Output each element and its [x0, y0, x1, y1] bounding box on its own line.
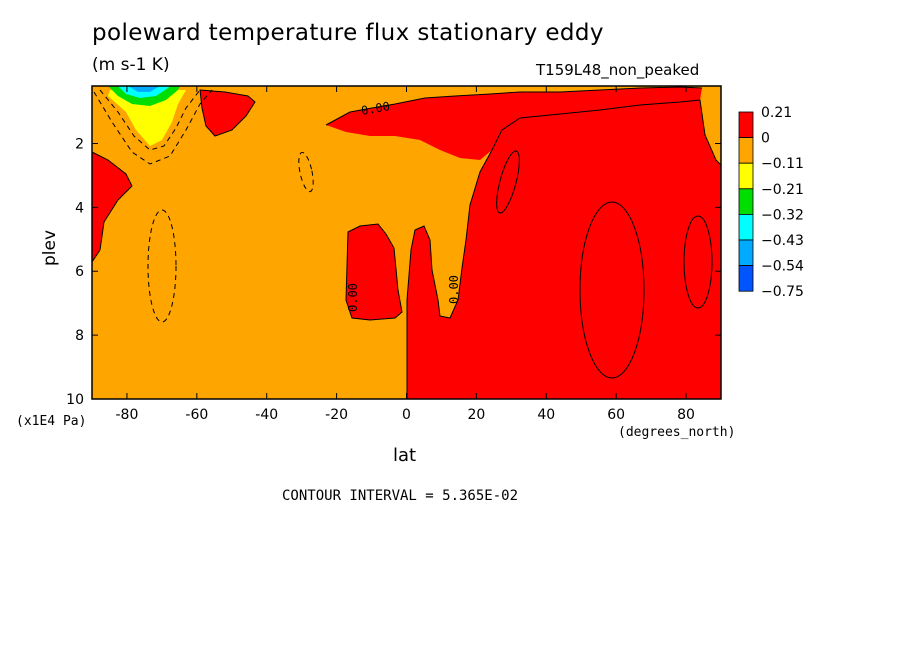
colorbar-label: −0.21 [761, 182, 804, 198]
colorbar-label: −0.75 [761, 284, 804, 300]
zero-contour-southwest [91, 151, 133, 263]
colorbar-label: −0.54 [761, 259, 804, 275]
contour-label: 0.00 [447, 275, 461, 304]
colorbar-swatch [738, 213, 754, 241]
region-weak-negative-core [108, 90, 186, 146]
colorbar-swatch [738, 239, 754, 267]
y-axis: 2 4 6 8 10 [66, 136, 721, 408]
contour-label: 0.00 [346, 283, 360, 312]
positive-contour-30n [496, 150, 520, 214]
colorbar-label: −0.32 [761, 207, 804, 223]
colorbar-swatch [738, 137, 754, 164]
region-positive-upper [326, 87, 702, 160]
x-tick-label: 20 [467, 407, 485, 423]
colorbar-swatch [738, 111, 754, 139]
zero-contour-upper [325, 86, 703, 126]
x-axis: -80 -60 -40 -20 0 20 40 60 80 [116, 86, 695, 423]
colorbar: 0.21 0 −0.11 −0.21 −0.32 −0.43 −0.54 −0.75 [738, 105, 804, 300]
x-tick-label: 0 [402, 407, 411, 423]
x-axis-label: lat [393, 445, 417, 466]
zero-contour-equator [345, 223, 403, 321]
region-positive-top-south [200, 90, 255, 136]
x-tick-label: -80 [116, 407, 139, 423]
y-tick-label: 10 [66, 392, 84, 408]
positive-contour-60n [579, 201, 645, 379]
units-label: (m s-1 K) [92, 55, 170, 75]
x-tick-label: -60 [185, 407, 208, 423]
colorbar-label: 0 [761, 131, 770, 147]
colorbar-swatch [738, 162, 754, 190]
chart-title: poleward temperature flux stationary edd… [92, 20, 604, 46]
colorbar-label: 0.21 [761, 105, 792, 121]
colorbar-label: −0.11 [761, 156, 804, 172]
y-tick-label: 8 [75, 328, 84, 344]
x-tick-label: -20 [325, 407, 348, 423]
contour-lines [91, 86, 722, 399]
contour-interval: CONTOUR INTERVAL = 5.365E-02 [282, 488, 519, 504]
zero-contour-top-south [199, 89, 256, 137]
positive-contour-85n [683, 215, 713, 309]
dashed-contour-core-1 [99, 89, 201, 151]
region-positive-north [407, 100, 721, 399]
x-tick-label: -40 [255, 407, 278, 423]
run-label: T159L48_non_peaked [536, 61, 700, 79]
y-scale-label: (x1E4 Pa) [16, 414, 87, 429]
colorbar-swatch [738, 265, 754, 292]
colorbar-swatch [738, 188, 754, 215]
region-positive-equator [346, 224, 402, 320]
x-units-label: (degrees_north) [618, 425, 736, 440]
region-blue-core [128, 86, 160, 92]
y-tick-label: 2 [75, 136, 84, 152]
y-tick-label: 6 [75, 264, 84, 280]
zero-contour-north [406, 99, 722, 399]
y-tick-label: 4 [75, 200, 84, 216]
plot-area: 0.00 0.00 0.00 [91, 85, 722, 400]
dashed-contour-core-2 [93, 89, 213, 165]
x-tick-label: 40 [537, 407, 555, 423]
dashed-contour-70s [147, 209, 177, 323]
colorbar-label: −0.43 [761, 233, 804, 249]
x-tick-label: 80 [677, 407, 695, 423]
dashed-contour-30s [298, 151, 314, 193]
contour-label: 0.00 [360, 99, 391, 118]
x-tick-label: 60 [607, 407, 625, 423]
dashed-contours [93, 89, 314, 323]
